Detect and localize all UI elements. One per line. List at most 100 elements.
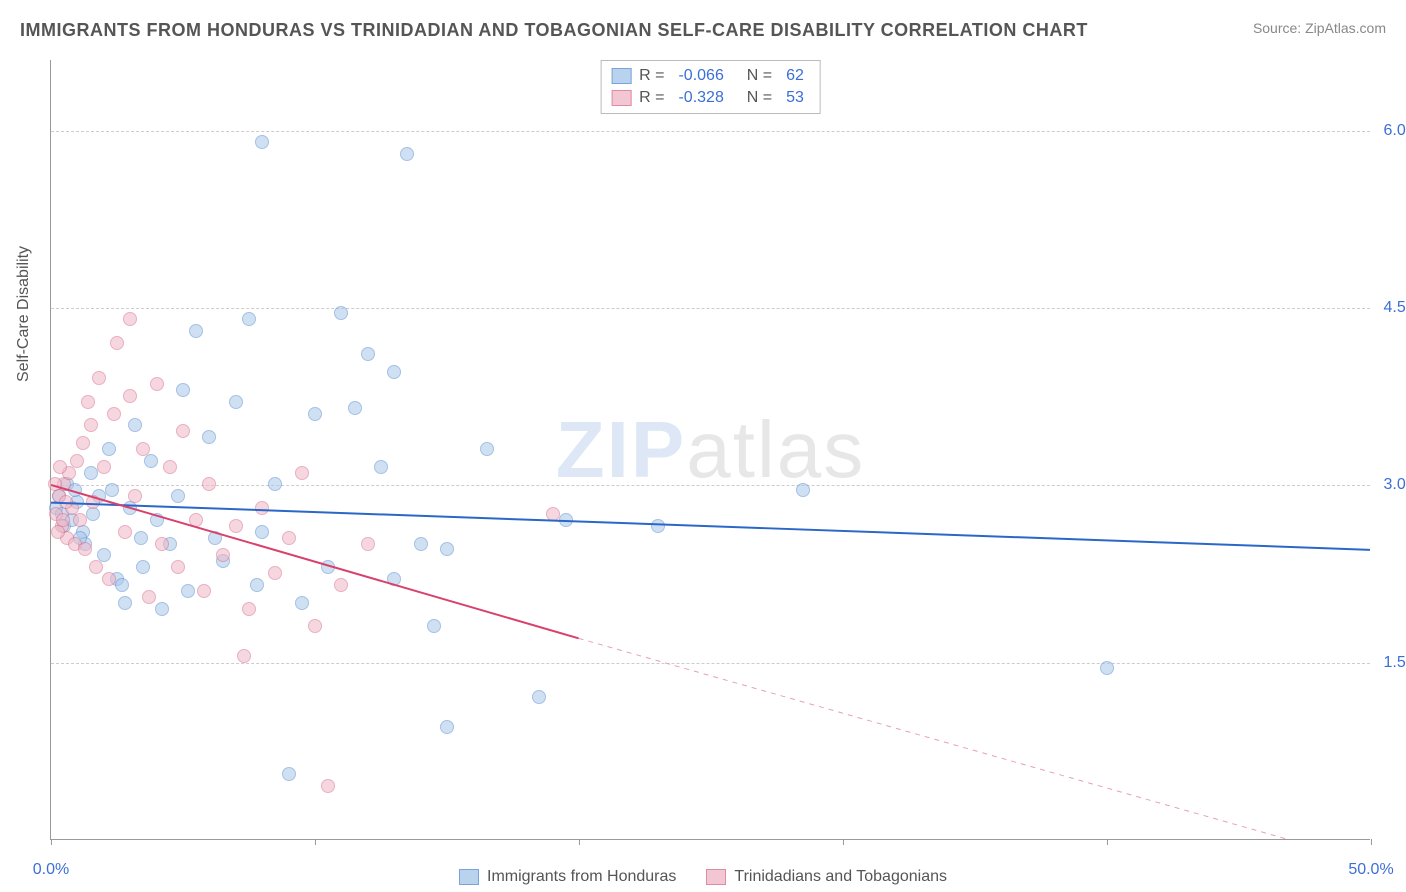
trend-lines-layer xyxy=(51,60,1370,839)
watermark-bold: ZIP xyxy=(556,405,686,494)
data-point xyxy=(118,525,132,539)
data-point xyxy=(128,489,142,503)
data-point xyxy=(440,542,454,556)
data-point xyxy=(84,466,98,480)
trend-line xyxy=(51,503,1370,550)
x-tick xyxy=(51,839,52,845)
stat-r-value: -0.328 xyxy=(672,89,729,107)
data-point xyxy=(334,306,348,320)
stat-r-label: R = xyxy=(639,89,664,107)
data-point xyxy=(105,483,119,497)
data-point xyxy=(480,442,494,456)
data-point xyxy=(321,560,335,574)
data-point xyxy=(559,513,573,527)
grid-line xyxy=(51,485,1370,486)
legend-swatch xyxy=(611,68,631,84)
correlation-legend: R =-0.066 N =62R =-0.328 N =53 xyxy=(600,60,821,114)
legend-swatch xyxy=(706,869,726,885)
data-point xyxy=(202,477,216,491)
data-point xyxy=(136,560,150,574)
grid-line xyxy=(51,308,1370,309)
y-tick-label: 6.0% xyxy=(1375,122,1406,140)
data-point xyxy=(150,513,164,527)
data-point xyxy=(92,371,106,385)
stat-n-value: 62 xyxy=(780,67,810,85)
legend-series-item: Immigrants from Honduras xyxy=(459,868,676,886)
data-point xyxy=(78,542,92,556)
legend-stat-row: R =-0.066 N =62 xyxy=(611,65,810,87)
data-point xyxy=(89,560,103,574)
data-point xyxy=(48,477,62,491)
x-tick-label: 0.0% xyxy=(33,861,69,879)
data-point xyxy=(242,312,256,326)
data-point xyxy=(414,537,428,551)
trend-line xyxy=(579,638,1370,839)
data-point xyxy=(97,460,111,474)
data-point xyxy=(651,519,665,533)
data-point xyxy=(59,495,73,509)
data-point xyxy=(150,377,164,391)
data-point xyxy=(123,389,137,403)
data-point xyxy=(155,602,169,616)
data-point xyxy=(374,460,388,474)
x-tick xyxy=(315,839,316,845)
data-point xyxy=(107,407,121,421)
data-point xyxy=(208,531,222,545)
data-point xyxy=(189,324,203,338)
data-point xyxy=(387,365,401,379)
x-tick-label: 50.0% xyxy=(1348,861,1393,879)
legend-swatch xyxy=(611,90,631,106)
data-point xyxy=(197,584,211,598)
data-point xyxy=(282,531,296,545)
data-point xyxy=(144,454,158,468)
series-legend: Immigrants from Honduras Trinidadians and… xyxy=(459,868,947,886)
data-point xyxy=(229,519,243,533)
data-point xyxy=(255,501,269,515)
y-tick-label: 1.5% xyxy=(1375,654,1406,672)
plot-area: ZIPatlas R =-0.066 N =62R =-0.328 N =53 … xyxy=(50,60,1370,840)
data-point xyxy=(123,312,137,326)
data-point xyxy=(295,466,309,480)
legend-stat-row: R =-0.328 N =53 xyxy=(611,87,810,109)
data-point xyxy=(163,460,177,474)
chart-title: IMMIGRANTS FROM HONDURAS VS TRINIDADIAN … xyxy=(20,20,1088,41)
data-point xyxy=(181,584,195,598)
data-point xyxy=(268,477,282,491)
watermark: ZIPatlas xyxy=(556,404,865,496)
data-point xyxy=(321,779,335,793)
x-tick xyxy=(1107,839,1108,845)
data-point xyxy=(134,531,148,545)
data-point xyxy=(128,418,142,432)
legend-series-label: Trinidadians and Tobagonians xyxy=(734,868,947,886)
data-point xyxy=(229,395,243,409)
data-point xyxy=(282,767,296,781)
watermark-rest: atlas xyxy=(686,405,865,494)
data-point xyxy=(295,596,309,610)
data-point xyxy=(142,590,156,604)
data-point xyxy=(361,347,375,361)
source-attribution: Source: ZipAtlas.com xyxy=(1253,20,1386,36)
y-tick-label: 4.5% xyxy=(1375,299,1406,317)
data-point xyxy=(308,619,322,633)
data-point xyxy=(115,578,129,592)
data-point xyxy=(250,578,264,592)
data-point xyxy=(56,513,70,527)
data-point xyxy=(171,560,185,574)
data-point xyxy=(532,690,546,704)
data-point xyxy=(84,418,98,432)
stat-r-value: -0.066 xyxy=(672,67,729,85)
legend-swatch xyxy=(459,869,479,885)
data-point xyxy=(796,483,810,497)
data-point xyxy=(242,602,256,616)
data-point xyxy=(155,537,169,551)
data-point xyxy=(73,513,87,527)
data-point xyxy=(400,147,414,161)
data-point xyxy=(110,336,124,350)
x-tick xyxy=(843,839,844,845)
data-point xyxy=(348,401,362,415)
data-point xyxy=(427,619,441,633)
data-point xyxy=(136,442,150,456)
data-point xyxy=(255,525,269,539)
stat-r-label: R = xyxy=(639,67,664,85)
stat-n-value: 53 xyxy=(780,89,810,107)
